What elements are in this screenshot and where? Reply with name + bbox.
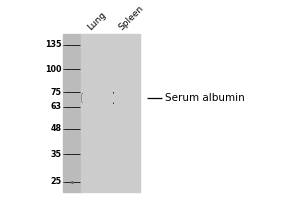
Bar — [113, 93, 114, 103]
Bar — [113, 92, 114, 104]
Text: 75: 75 — [51, 88, 62, 97]
Bar — [113, 93, 114, 104]
Bar — [82, 92, 83, 104]
Bar — [113, 94, 114, 102]
Bar — [82, 92, 83, 104]
Bar — [82, 95, 83, 102]
Text: Serum albumin: Serum albumin — [165, 93, 245, 103]
Bar — [113, 95, 114, 101]
Bar — [113, 92, 114, 104]
Bar — [113, 94, 114, 102]
Bar — [113, 95, 114, 102]
Bar — [113, 95, 114, 102]
Text: 63: 63 — [51, 102, 62, 111]
Bar — [113, 93, 114, 103]
Text: 35: 35 — [51, 150, 62, 159]
Bar — [82, 94, 83, 102]
Text: 48: 48 — [51, 124, 62, 133]
Bar — [113, 93, 114, 103]
Bar — [113, 93, 114, 103]
Text: 25: 25 — [51, 177, 62, 186]
Bar — [82, 92, 83, 104]
Text: 100: 100 — [45, 65, 62, 74]
Bar — [113, 95, 114, 102]
Bar — [113, 92, 114, 104]
Bar — [81, 95, 82, 102]
Bar — [81, 94, 82, 102]
Bar — [113, 92, 114, 104]
Bar — [113, 92, 114, 104]
Bar — [81, 94, 82, 102]
Bar — [63, 34, 81, 192]
Bar — [81, 94, 82, 102]
Bar — [113, 94, 114, 102]
Bar — [113, 93, 114, 104]
Bar — [82, 92, 83, 104]
Bar — [113, 93, 114, 103]
Bar — [81, 34, 140, 192]
Bar — [113, 93, 114, 103]
Text: Spleen: Spleen — [117, 3, 145, 32]
Bar — [82, 95, 83, 101]
Bar — [113, 93, 114, 103]
Text: 135: 135 — [45, 40, 62, 49]
Text: Lung: Lung — [86, 10, 108, 32]
Bar — [81, 94, 82, 102]
Bar — [113, 94, 114, 102]
Bar — [82, 95, 83, 102]
Bar — [81, 95, 82, 101]
Bar — [82, 92, 83, 104]
Bar — [82, 95, 83, 102]
Bar — [113, 92, 114, 104]
Bar — [113, 94, 114, 102]
Bar — [82, 92, 83, 104]
Bar — [113, 94, 114, 102]
Bar — [113, 92, 114, 104]
Bar — [113, 92, 114, 104]
Bar — [81, 95, 82, 102]
Bar — [81, 95, 82, 102]
Bar — [113, 94, 114, 103]
